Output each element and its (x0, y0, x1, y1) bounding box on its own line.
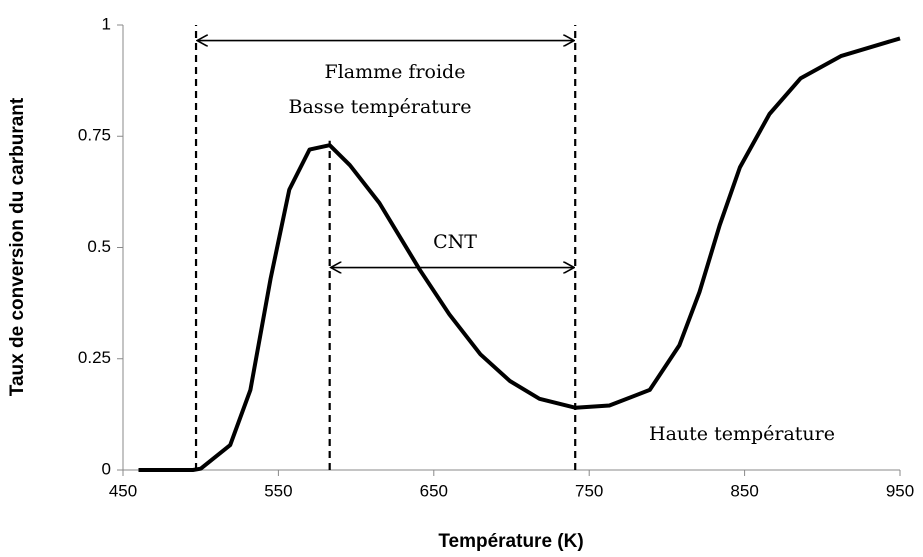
y-tick-label: 0.25 (78, 348, 111, 367)
line (138, 36, 901, 472)
annotation: Basse température (289, 96, 472, 118)
y-tick-label: 0.75 (78, 126, 111, 145)
annotation: Flamme froide (325, 61, 466, 83)
annotation: CNT (433, 231, 477, 253)
y-axis-label: Taux de conversion du carburant (7, 97, 28, 396)
y-tick-label: 1 (102, 14, 111, 33)
y-tick-label: 0 (102, 459, 111, 478)
annotation: Haute température (649, 423, 835, 445)
x-tick-label: 750 (575, 481, 603, 500)
x-tick-label: 450 (109, 481, 137, 500)
x-tick-label: 550 (264, 481, 292, 500)
x-axis-label: Température (K) (438, 531, 583, 552)
x-tick-label: 950 (886, 481, 914, 500)
x-tick-label: 650 (420, 481, 448, 500)
y-tick-label: 0.5 (87, 237, 111, 256)
x-tick-label: 850 (730, 481, 758, 500)
